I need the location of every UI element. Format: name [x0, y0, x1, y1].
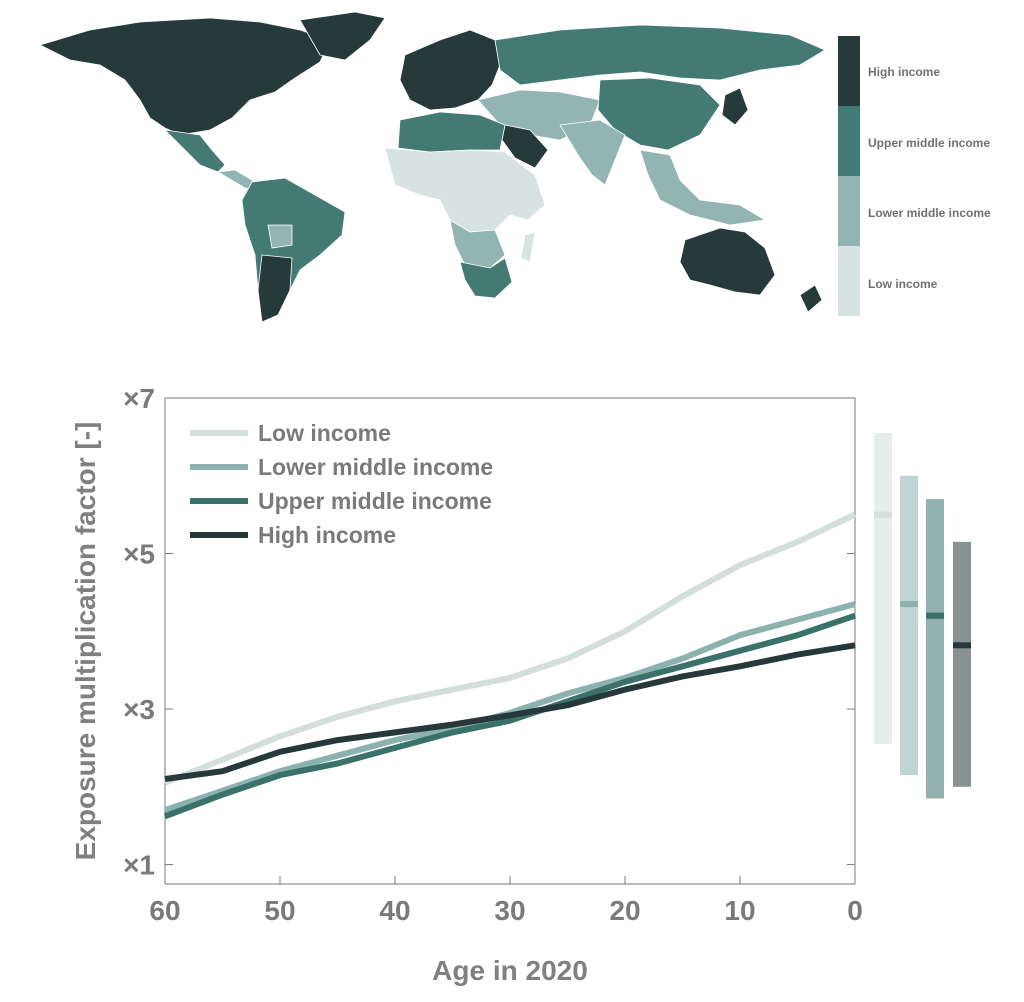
legend-label-upper-middle-income: Upper middle income [258, 488, 492, 514]
x-tick-label: 30 [494, 895, 525, 926]
x-tick-label: 10 [724, 895, 755, 926]
series-line-low-income [163, 511, 857, 786]
map-region-australia [679, 227, 776, 296]
legend-label-high-income: High income [868, 65, 941, 79]
y-tick-label: ×3 [123, 694, 155, 725]
range-median-upper-middle-income [926, 612, 944, 619]
map-region-greenland [299, 11, 386, 61]
map-legend: High income Upper middle income Lower mi… [838, 36, 1024, 320]
map-region-bolivia [267, 224, 293, 249]
range-bar-low-income [874, 432, 892, 745]
map-region-madagascar [520, 231, 536, 263]
range-median-lower-middle-income [900, 601, 918, 608]
legend-swatch-high-income [838, 36, 860, 106]
map-region-southern-africa [459, 257, 513, 299]
world-map-graphic [38, 11, 826, 323]
x-axis-title: Age in 2020 [432, 955, 588, 986]
legend-label-high-income: High income [258, 522, 396, 548]
legend-label-upper-middle-income: Upper middle income [868, 136, 991, 150]
x-tick-label: 50 [264, 895, 295, 926]
map-region-north-africa [397, 111, 506, 153]
exposure-line-chart: ×1 ×3 ×5 ×7 60 50 40 30 20 10 0 Low income Lower m… [70, 383, 971, 986]
map-region-sub-saharan-africa [384, 147, 546, 233]
map-region-north-america [38, 17, 331, 136]
map-region-southeast-asia [639, 149, 767, 226]
series-lines [163, 511, 857, 820]
map-region-south-asia [559, 119, 626, 186]
map-region-china [597, 77, 721, 151]
world-income-map: High income Upper middle income Lower mi… [0, 0, 1024, 340]
range-median-high-income [953, 642, 971, 649]
map-region-mexico [163, 129, 226, 173]
legend-swatch-upper-middle-income [838, 106, 860, 176]
range-bar-high-income [953, 541, 971, 787]
x-tick-label: 20 [609, 895, 640, 926]
legend-label-low-income: Low income [868, 277, 938, 291]
map-region-europe [399, 29, 501, 111]
map-region-russia [494, 24, 826, 86]
legend-swatch-lower-middle-income [838, 176, 860, 246]
x-tick-label: 60 [149, 895, 180, 926]
y-tick-label: ×1 [123, 850, 155, 881]
legend-swatch-low-income [838, 246, 860, 316]
legend-label-low-income: Low income [258, 420, 391, 446]
map-region-southern-cone [257, 254, 293, 323]
y-tick-label: ×5 [123, 539, 155, 570]
legend-label-lower-middle-income: Lower middle income [258, 454, 493, 480]
map-region-south-america [241, 177, 346, 323]
map-region-japan [721, 87, 749, 126]
y-axis-title: Exposure multiplication factor [-] [70, 422, 101, 861]
x-tick-label: 40 [379, 895, 410, 926]
x-tick-label: 0 [847, 895, 863, 926]
x-axis-ticks: 60 50 40 30 20 10 0 [149, 876, 863, 926]
chart-legend: Low income Lower middle income Upper middl… [190, 420, 493, 548]
range-bars [874, 432, 971, 799]
map-region-new-zealand [799, 284, 823, 313]
map-region-central-africa [449, 219, 506, 269]
series-line-high-income [164, 642, 856, 782]
y-tick-label: ×7 [123, 383, 155, 414]
series-line-upper-middle-income [163, 612, 856, 820]
legend-label-lower-middle-income: Lower middle income [868, 206, 991, 220]
range-bar-lower-middle-income [900, 475, 918, 776]
range-bar-upper-middle-income [926, 499, 944, 799]
y-axis-ticks: ×1 ×3 ×5 ×7 [123, 383, 855, 881]
range-median-low-income [874, 511, 892, 518]
